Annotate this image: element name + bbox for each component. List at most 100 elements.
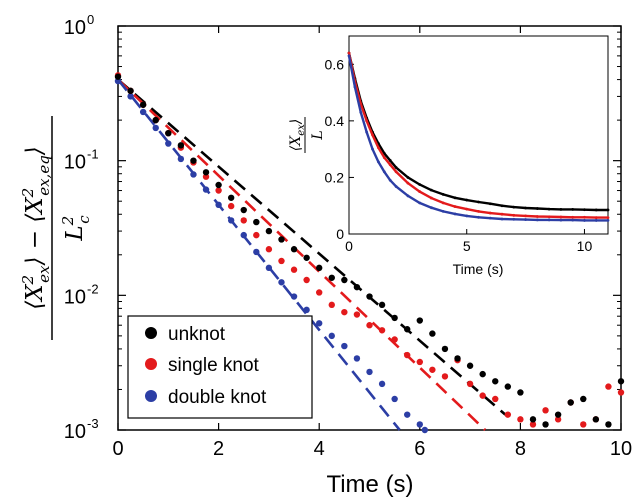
inset-data-point	[547, 218, 551, 222]
inset-y-tick-label: 0.6	[325, 56, 345, 72]
inset-data-point	[594, 219, 598, 222]
inset-data-point	[406, 176, 410, 179]
main-data-point	[466, 362, 474, 369]
main-data-point	[303, 254, 310, 261]
inset-data-point	[347, 54, 351, 58]
inset-data-point	[571, 218, 575, 222]
inset-data-point	[365, 130, 369, 134]
inset-data-points	[347, 51, 610, 222]
inset-data-point	[583, 208, 586, 212]
main-data-point	[404, 351, 411, 359]
inset-data-point	[477, 200, 480, 204]
main-data-point	[165, 129, 172, 137]
main-data-point	[278, 236, 285, 243]
main-y-label-numerator: ⟨X2ex⟩ − ⟨X2ex,eq⟩	[19, 146, 53, 310]
inset-data-point	[594, 208, 598, 212]
main-data-point	[290, 293, 298, 300]
main-data-point	[542, 407, 549, 414]
inset-data-point	[606, 216, 610, 219]
main-data-point	[290, 266, 298, 273]
inset-y-label-numerator: ⟨Xex⟩	[288, 119, 307, 151]
main-data-point	[517, 416, 524, 423]
inset-x-tick-label: 10	[577, 238, 593, 254]
main-data-point	[341, 308, 348, 316]
inset-data-point	[465, 207, 469, 211]
inset-data-point	[406, 181, 410, 185]
main-series-unknot	[114, 73, 625, 428]
main-data-point	[366, 293, 373, 300]
main-x-tick-label: 8	[515, 438, 526, 460]
inset-data-point	[488, 211, 492, 215]
inset-plot-frame	[348, 35, 609, 235]
legend-label-unknot: unknot	[168, 324, 226, 345]
main-data-point	[316, 320, 323, 327]
main-data-point	[454, 355, 461, 362]
main-y-axis-label: ⟨X2ex⟩ − ⟨X2ex,eq⟩ L2c	[19, 116, 93, 340]
main-data-point	[617, 389, 625, 396]
main-data-point	[479, 392, 486, 399]
main-y-label-denominator: L2c	[59, 215, 93, 242]
inset-data-point	[371, 147, 374, 151]
inset-data-point	[377, 160, 380, 164]
legend: unknot single knot double knot	[127, 315, 313, 419]
inset-data-point	[512, 217, 516, 221]
main-data-point	[127, 93, 134, 100]
inset-data-point	[418, 190, 422, 193]
main-data-point	[240, 206, 247, 214]
main-data-point	[303, 276, 310, 284]
main-data-point	[416, 421, 423, 428]
main-y-tick-label: 10	[64, 17, 86, 39]
inset-data-point	[477, 215, 480, 219]
main-data-point	[278, 279, 285, 286]
inset-data-point	[559, 218, 563, 222]
main-series-single-knot	[114, 72, 625, 428]
main-data-point	[328, 301, 335, 309]
inset-data-point	[465, 214, 469, 218]
main-data-point	[378, 380, 386, 388]
inset-y-tick-label: 0.4	[325, 113, 345, 129]
inset-axis-ticks: 0 5 10 0 0.2 0.4 0.6	[325, 56, 593, 254]
inset-y-label-denominator: L	[310, 130, 326, 140]
inset-data-point	[394, 170, 398, 174]
inset-data-point	[418, 183, 422, 186]
main-data-point	[328, 274, 335, 281]
inset-data-point	[430, 188, 433, 192]
main-fit-line-2	[116, 78, 401, 431]
main-data-point	[492, 395, 499, 403]
main-data-point	[240, 217, 247, 224]
main-data-point	[202, 173, 210, 180]
main-data-point	[328, 332, 335, 340]
inset-x-tick-label: 5	[463, 238, 471, 254]
main-fit-line-0	[117, 78, 507, 416]
inset-data-point	[571, 215, 575, 219]
main-data-point	[404, 411, 411, 418]
main-data-point	[177, 142, 185, 149]
main-y-tick-exponent: -2	[87, 281, 99, 296]
main-data-point	[253, 218, 260, 226]
main-data-point	[416, 317, 423, 324]
inset-data-point	[388, 159, 392, 162]
main-data-point	[253, 231, 260, 239]
main-data-point	[353, 311, 361, 318]
main-data-point	[215, 187, 222, 194]
main-data-point	[429, 366, 436, 373]
main-data-point	[265, 264, 273, 272]
inset-data-point	[394, 185, 398, 188]
main-data-point	[290, 246, 298, 253]
main-data-point	[554, 416, 562, 423]
inset-data-point	[559, 207, 563, 211]
inset-data-point	[388, 163, 392, 167]
main-data-point	[617, 378, 625, 385]
inset-data-point	[512, 213, 516, 217]
inset-x-tick-label: 0	[345, 238, 353, 254]
inset-data-point	[477, 209, 480, 213]
main-data-point	[353, 283, 361, 291]
inset-data-point	[535, 218, 539, 222]
inset-data-point	[353, 85, 357, 89]
inset-data-point	[441, 209, 445, 213]
main-y-tick-label: 10	[64, 152, 86, 174]
main-data-point	[504, 411, 512, 418]
main-data-point	[215, 181, 222, 189]
inset-data-point	[500, 204, 504, 208]
